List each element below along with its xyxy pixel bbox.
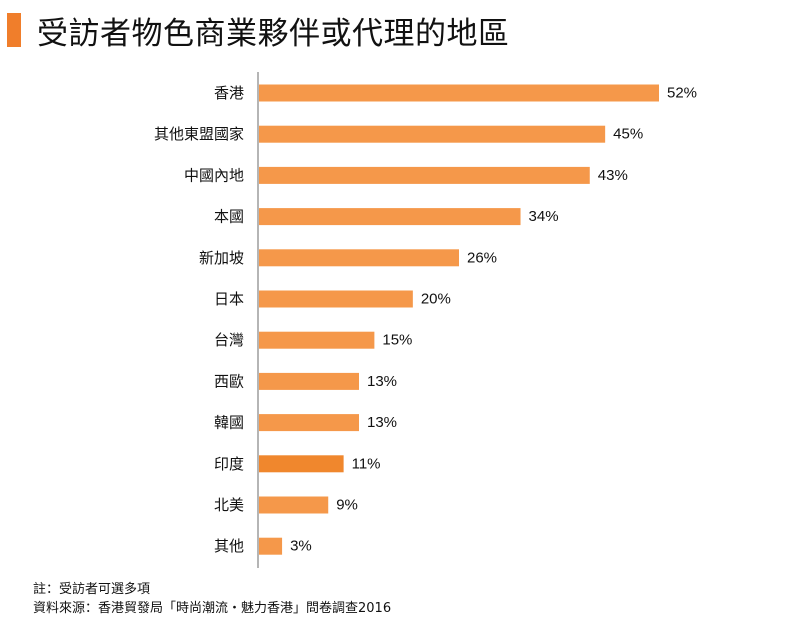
category-label: 新加坡 — [199, 249, 244, 267]
value-label: 52% — [667, 85, 697, 102]
category-label: 中國內地 — [184, 166, 244, 184]
category-label: 韓國 — [214, 414, 244, 432]
bar — [259, 372, 359, 390]
value-label: 34% — [529, 208, 559, 225]
category-label: 西歐 — [214, 372, 244, 390]
category-label: 印度 — [214, 455, 244, 473]
value-label: 20% — [421, 291, 451, 308]
bar-chart: 香港 52% 其他東盟國家 45% 中國內地 43% 本國 34% 新加坡 26% 日本 20% 台灣 1… — [154, 72, 697, 568]
bar — [259, 166, 590, 184]
bar — [259, 496, 329, 514]
source-text: 資料來源：香港貿發局「時尚潮流・魅力香港」問卷調查2016 — [33, 601, 392, 616]
value-label: 15% — [382, 332, 412, 349]
value-label: 11% — [352, 455, 381, 472]
category-label: 日本 — [214, 290, 244, 308]
category-label: 本國 — [214, 208, 244, 226]
chart-notes: 註：受訪者可選多項 資料來源：香港貿發局「時尚潮流・魅力香港」問卷調查2016 — [33, 580, 391, 618]
value-label: 13% — [367, 414, 397, 431]
bar — [259, 249, 459, 267]
category-label: 其他 — [214, 537, 244, 555]
value-label: 9% — [336, 497, 358, 514]
category-label: 台灣 — [214, 331, 244, 349]
bar — [259, 125, 606, 143]
value-label: 26% — [467, 249, 497, 266]
bar — [259, 414, 359, 432]
value-label: 45% — [613, 126, 643, 143]
bar — [259, 290, 413, 308]
bar — [259, 208, 521, 226]
bar — [259, 455, 344, 473]
category-label: 香港 — [214, 84, 244, 102]
value-label: 13% — [367, 373, 397, 390]
note-text: 註：受訪者可選多項 — [33, 582, 151, 597]
value-label: 43% — [598, 167, 628, 184]
bar — [259, 537, 283, 555]
title-accent-bar — [7, 13, 21, 47]
chart-title: 受訪者物色商業夥伴或代理的地區 — [37, 16, 510, 52]
bar — [259, 331, 375, 349]
category-label: 其他東盟國家 — [154, 125, 244, 143]
category-label: 北美 — [214, 496, 244, 514]
value-label: 3% — [290, 538, 312, 555]
bar — [259, 84, 659, 102]
